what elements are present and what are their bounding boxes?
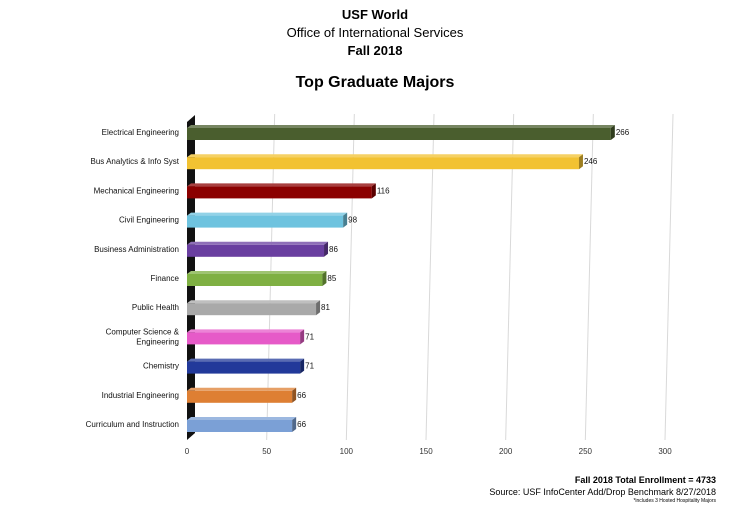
chart-footer: Fall 2018 Total Enrollment = 4733 Source… bbox=[489, 474, 716, 505]
x-tick-label: 300 bbox=[658, 447, 672, 456]
bar-top bbox=[187, 241, 329, 245]
bar-end bbox=[292, 387, 297, 403]
data-label: 116 bbox=[377, 186, 390, 195]
data-label: 246 bbox=[584, 157, 598, 166]
bar bbox=[187, 274, 323, 286]
bars bbox=[187, 125, 615, 432]
x-tick-label: 150 bbox=[419, 447, 433, 456]
source-note: Source: USF InfoCenter Add/Drop Benchmar… bbox=[489, 487, 716, 497]
labels: 0 50 100 150 200 250 300 266 Electrical Engineer… bbox=[86, 128, 673, 456]
bar bbox=[187, 303, 317, 316]
bar bbox=[187, 244, 325, 257]
bar-end bbox=[300, 358, 305, 374]
data-label: 98 bbox=[348, 216, 357, 225]
category-label: Engineering bbox=[136, 337, 179, 346]
category-label: Computer Science & bbox=[106, 327, 180, 336]
bar-end bbox=[324, 241, 329, 257]
bar-end bbox=[322, 271, 327, 286]
bar-top bbox=[187, 271, 327, 274]
category-label: Civil Engineering bbox=[119, 216, 179, 225]
category-label: Chemistry bbox=[143, 362, 179, 371]
term-label: Fall 2018 bbox=[347, 43, 403, 58]
category-label: Mechanical Engineering bbox=[94, 186, 179, 195]
data-label: 86 bbox=[329, 245, 338, 254]
data-label: 71 bbox=[305, 332, 314, 341]
bar-end bbox=[300, 329, 305, 345]
bar-end bbox=[610, 125, 615, 140]
bar-top bbox=[187, 387, 297, 391]
bar bbox=[187, 390, 293, 403]
bar bbox=[187, 332, 301, 345]
organization-name: USF World bbox=[341, 7, 409, 22]
chart-title: Top Graduate Majors bbox=[295, 74, 455, 91]
bar-top bbox=[187, 212, 348, 216]
total-enrollment: Fall 2018 Total Enrollment = 4733 bbox=[574, 475, 716, 485]
bar-end bbox=[371, 183, 376, 199]
data-label: 266 bbox=[616, 128, 630, 137]
bar-top bbox=[187, 417, 297, 420]
category-label: Electrical Engineering bbox=[102, 128, 179, 137]
bar-end bbox=[578, 154, 583, 170]
bar bbox=[187, 215, 344, 228]
bar-top bbox=[187, 329, 305, 333]
x-tick-label: 200 bbox=[499, 447, 513, 456]
category-label: Bus Analytics & Info Syst bbox=[91, 157, 180, 166]
bar-end bbox=[316, 300, 321, 316]
x-tick-label: 50 bbox=[262, 447, 271, 456]
bar bbox=[187, 186, 372, 199]
footnote: *includes 3 Hosted Hospitality Majors bbox=[633, 498, 716, 504]
data-label: 85 bbox=[327, 274, 336, 283]
bar bbox=[187, 128, 611, 140]
bar-end bbox=[292, 417, 297, 432]
x-tick-label: 0 bbox=[185, 447, 190, 456]
data-label: 71 bbox=[305, 362, 314, 371]
bar-top bbox=[187, 125, 615, 128]
data-label: 66 bbox=[297, 391, 306, 400]
bar bbox=[187, 420, 293, 432]
data-label: 81 bbox=[321, 303, 330, 312]
x-tick-label: 100 bbox=[340, 447, 354, 456]
bar bbox=[187, 361, 301, 374]
bar-top bbox=[187, 358, 305, 362]
category-label: Business Administration bbox=[94, 245, 179, 254]
category-label: Industrial Engineering bbox=[102, 391, 179, 400]
gridline bbox=[584, 113, 594, 441]
category-label: Curriculum and Instruction bbox=[86, 420, 179, 429]
bar-top bbox=[187, 183, 376, 187]
bar-top bbox=[187, 300, 321, 304]
category-label: Finance bbox=[151, 274, 180, 283]
bar-end bbox=[343, 212, 348, 228]
office-name: Office of International Services bbox=[286, 25, 464, 40]
x-tick-label: 250 bbox=[579, 447, 593, 456]
data-label: 66 bbox=[297, 420, 306, 429]
bar-top bbox=[187, 154, 583, 158]
report-header: USF World Office of International Servic… bbox=[0, 6, 750, 60]
gridline bbox=[664, 113, 674, 441]
bar bbox=[187, 157, 579, 170]
category-label: Public Health bbox=[132, 303, 179, 312]
